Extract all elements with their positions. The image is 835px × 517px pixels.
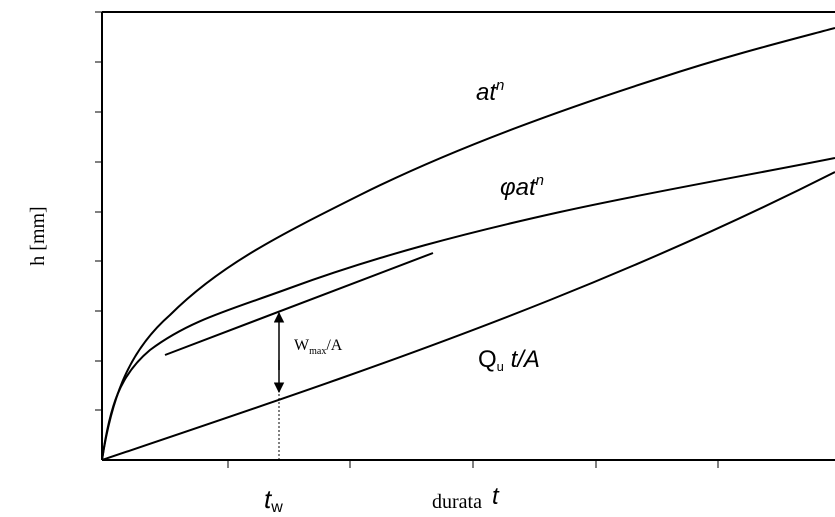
label-qu-sub: u bbox=[497, 359, 504, 374]
y-ticks bbox=[95, 11, 102, 411]
y-axis-label: h [mm] bbox=[27, 206, 49, 265]
label-qu-t-a: Qu t/A bbox=[478, 346, 540, 374]
curve-qu-t-a bbox=[101, 171, 835, 461]
label-wmax: Wmax/A bbox=[294, 337, 343, 357]
label-phi-exp: n bbox=[536, 172, 544, 189]
label-tw: tw bbox=[264, 484, 283, 516]
curve-atn bbox=[101, 27, 835, 461]
tangent-line bbox=[164, 252, 434, 356]
label-atn: atn bbox=[476, 77, 504, 106]
label-tw-sub: w bbox=[270, 499, 283, 516]
label-atn-exp: n bbox=[496, 77, 504, 94]
x-ticks bbox=[227, 460, 719, 468]
label-wmax-sub: max bbox=[309, 346, 326, 357]
curve-phi-atn bbox=[101, 157, 835, 461]
label-phi-atn: φatn bbox=[500, 172, 544, 201]
x-axis-label: durata t bbox=[432, 483, 500, 513]
